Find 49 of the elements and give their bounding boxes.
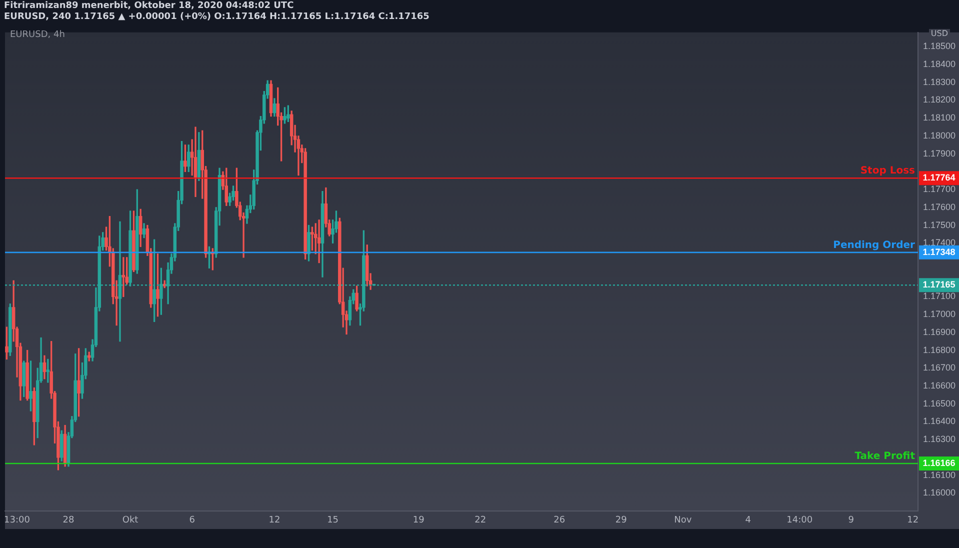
y-tick-label: 1.16900 bbox=[923, 326, 956, 337]
y-tick-label: 1.16100 bbox=[923, 470, 956, 480]
x-tick-label: 9 bbox=[848, 516, 854, 526]
y-tick-label: 1.16000 bbox=[923, 488, 956, 498]
x-tick-label: 6 bbox=[189, 516, 196, 526]
x-tick-label: 19 bbox=[412, 516, 425, 526]
y-tick-label: 1.17700 bbox=[923, 184, 956, 194]
x-tick-label: 13:00 bbox=[4, 516, 30, 526]
x-tick-label: 26 bbox=[554, 516, 566, 526]
y-tick-label: 1.16400 bbox=[923, 416, 956, 426]
annotation: 1.17348 bbox=[922, 246, 956, 257]
y-tick-label: 1.17600 bbox=[923, 202, 956, 212]
x-tick-label: 12 bbox=[268, 516, 280, 526]
x-tick-label: 29 bbox=[615, 516, 628, 526]
ref-line-label: Pending Order bbox=[833, 240, 916, 252]
x-tick-label: 15 bbox=[327, 516, 339, 526]
annotation: 1.17764 bbox=[922, 172, 956, 183]
candlestick bbox=[317, 220, 321, 264]
x-tick-label: 22 bbox=[474, 516, 486, 526]
y-tick-label: 1.18300 bbox=[923, 76, 956, 87]
y-tick-label: 1.17500 bbox=[923, 220, 956, 230]
y-tick-label: 1.16700 bbox=[923, 362, 956, 373]
chart-subtitle: EURUSD, 240 1.17165 ▲ +0.00001 (+0%) O:1.17164 H:1.17165 L:1.17164 C:1.17165 bbox=[4, 12, 430, 23]
y-tick-label: 1.18100 bbox=[923, 112, 956, 123]
annotation: 1.17165 bbox=[922, 280, 956, 290]
x-tick-label: Okt bbox=[122, 516, 139, 526]
y-tick-label: 1.16800 bbox=[923, 344, 956, 355]
y-axis-title: USD bbox=[928, 29, 950, 38]
y-tick-label: 1.18500 bbox=[923, 41, 956, 52]
ref-line-label: Take Profit bbox=[854, 451, 916, 462]
y-tick-label: 1.18400 bbox=[923, 59, 956, 70]
x-tick-label: 28 bbox=[62, 516, 74, 526]
x-tick-label: 14:00 bbox=[786, 516, 813, 526]
y-tick-label: 1.16600 bbox=[923, 380, 956, 390]
ref-line-label: Stop Loss bbox=[860, 166, 916, 177]
annotation: EURUSD, 4h bbox=[10, 30, 65, 40]
x-tick-label: Nov bbox=[674, 516, 692, 526]
y-tick-label: 1.17900 bbox=[923, 148, 956, 158]
y-tick-label: 1.17400 bbox=[923, 238, 956, 248]
y-tick-label: 1.16500 bbox=[923, 398, 956, 408]
y-tick-label: 1.18200 bbox=[923, 94, 956, 105]
x-tick-label: 4 bbox=[745, 516, 752, 526]
y-tick-label: 1.18000 bbox=[923, 130, 956, 140]
y-tick-label: 1.16300 bbox=[923, 434, 956, 444]
y-tick-label: 1.17000 bbox=[923, 309, 956, 320]
x-tick-label: 12 bbox=[907, 516, 919, 526]
y-tick-label: 1.17100 bbox=[923, 291, 956, 302]
chart-title: Fitriramizan89 menerbit, Oktober 18, 2020 04:48:02 UTC bbox=[4, 1, 295, 12]
annotation: 1.16166 bbox=[922, 458, 956, 468]
